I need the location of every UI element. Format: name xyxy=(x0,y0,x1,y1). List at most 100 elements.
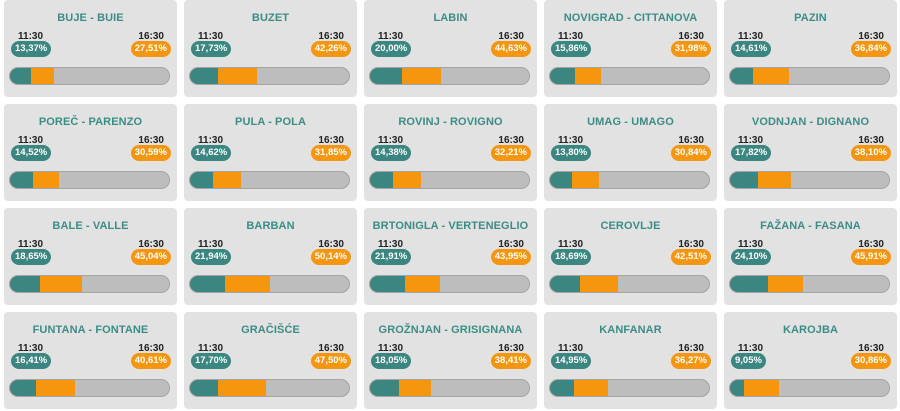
turnout-1130-fill xyxy=(10,276,40,292)
municipality-name: BARBAN xyxy=(246,220,295,232)
turnout-1630-badge: 30,59% xyxy=(130,145,171,161)
turnout-1130-badge: 18,65% xyxy=(11,249,52,265)
municipality-card[interactable]: KANFANAR 11:30 16:30 14,95% 36,27% xyxy=(544,312,717,409)
municipality-card[interactable]: FAŽANA - FASANA 11:30 16:30 24,10% 45,91… xyxy=(724,208,897,305)
turnout-1130-badge: 18,69% xyxy=(551,249,592,265)
municipality-card[interactable]: NOVIGRAD - CITTANOVA 11:30 16:30 15,86% … xyxy=(544,0,717,97)
turnout-1130-badge: 17,73% xyxy=(191,41,232,57)
turnout-1130-fill xyxy=(370,68,402,84)
turnout-1130-badge: 13,37% xyxy=(11,41,52,57)
municipality-name: NOVIGRAD - CITTANOVA xyxy=(563,12,698,24)
turnout-progress-bar xyxy=(369,171,530,189)
time-1130-label: 11:30 xyxy=(738,31,764,42)
turnout-progress-bar xyxy=(9,379,170,397)
turnout-progress-bar xyxy=(369,67,530,85)
time-1630-label: 16:30 xyxy=(678,135,704,146)
municipality-card[interactable]: PULA - POLA 11:30 16:30 14,62% 31,85% xyxy=(184,104,357,201)
municipality-card[interactable]: VODNJAN - DIGNANO 11:30 16:30 17,82% 38,… xyxy=(724,104,897,201)
time-1130-label: 11:30 xyxy=(738,239,764,250)
time-1630-label: 16:30 xyxy=(858,31,884,42)
turnout-1630-badge: 27,51% xyxy=(130,41,171,57)
municipality-card[interactable]: ROVINJ - ROVIGNO 11:30 16:30 14,38% 32,2… xyxy=(364,104,537,201)
turnout-1130-fill xyxy=(190,172,214,188)
turnout-1130-badge: 21,94% xyxy=(191,249,232,265)
municipality-name: KANFANAR xyxy=(599,324,662,336)
turnout-1130-badge: 9,05% xyxy=(731,353,766,369)
time-1130-label: 11:30 xyxy=(18,239,44,250)
turnout-1130-fill xyxy=(370,172,393,188)
municipality-card[interactable]: BUJE - BUIE 11:30 16:30 13,37% 27,51% xyxy=(4,0,177,97)
turnout-1130-badge: 14,61% xyxy=(731,41,772,57)
time-1630-label: 16:30 xyxy=(318,343,344,354)
turnout-1130-fill xyxy=(370,380,399,396)
turnout-1630-badge: 50,14% xyxy=(310,249,351,265)
time-1130-label: 11:30 xyxy=(198,31,224,42)
time-1130-label: 11:30 xyxy=(558,135,584,146)
turnout-1630-badge: 40,61% xyxy=(130,353,171,369)
time-1130-label: 11:30 xyxy=(558,343,584,354)
turnout-progress-bar xyxy=(9,67,170,85)
municipality-card[interactable]: POREČ - PARENZO 11:30 16:30 14,52% 30,59… xyxy=(4,104,177,201)
time-1130-label: 11:30 xyxy=(198,135,224,146)
time-1630-label: 16:30 xyxy=(678,31,704,42)
municipality-name: BUJE - BUIE xyxy=(57,12,124,24)
turnout-progress-bar xyxy=(369,275,530,293)
municipality-card[interactable]: BARBAN 11:30 16:30 21,94% 50,14% xyxy=(184,208,357,305)
turnout-1630-badge: 42,26% xyxy=(310,41,351,57)
municipality-name: FAŽANA - FASANA xyxy=(760,220,861,232)
time-1130-label: 11:30 xyxy=(738,343,764,354)
turnout-progress-bar xyxy=(189,171,350,189)
time-1630-label: 16:30 xyxy=(858,135,884,146)
municipality-card[interactable]: LABIN 11:30 16:30 20,00% 44,63% xyxy=(364,0,537,97)
turnout-1130-fill xyxy=(730,172,759,188)
turnout-1630-badge: 43,95% xyxy=(490,249,531,265)
municipality-card[interactable]: BRTONIGLA - VERTENEGLIO 11:30 16:30 21,9… xyxy=(364,208,537,305)
turnout-progress-bar xyxy=(189,275,350,293)
turnout-1130-fill xyxy=(550,68,576,84)
turnout-progress-bar xyxy=(369,379,530,397)
turnout-1130-fill xyxy=(550,172,572,188)
municipality-card[interactable]: BALE - VALLE 11:30 16:30 18,65% 45,04% xyxy=(4,208,177,305)
turnout-1130-badge: 18,05% xyxy=(371,353,412,369)
turnout-1130-fill xyxy=(10,68,32,84)
turnout-progress-bar xyxy=(729,275,890,293)
time-1130-label: 11:30 xyxy=(198,239,224,250)
time-1130-label: 11:30 xyxy=(558,31,584,42)
turnout-progress-bar xyxy=(729,171,890,189)
municipality-name: GRAČIŠĆE xyxy=(241,324,300,336)
municipality-card[interactable]: CEROVLJE 11:30 16:30 18,69% 42,51% xyxy=(544,208,717,305)
municipality-card[interactable]: GRAČIŠĆE 11:30 16:30 17,70% 47,50% xyxy=(184,312,357,409)
time-1130-label: 11:30 xyxy=(378,135,404,146)
time-1130-label: 11:30 xyxy=(378,31,404,42)
time-1630-label: 16:30 xyxy=(318,31,344,42)
turnout-1130-badge: 17,70% xyxy=(191,353,232,369)
municipality-card[interactable]: BUZET 11:30 16:30 17,73% 42,26% xyxy=(184,0,357,97)
time-1130-label: 11:30 xyxy=(378,239,404,250)
municipality-card[interactable]: UMAG - UMAGO 11:30 16:30 13,80% 30,84% xyxy=(544,104,717,201)
municipality-name: VODNJAN - DIGNANO xyxy=(751,116,870,128)
time-1130-label: 11:30 xyxy=(18,135,44,146)
turnout-1130-fill xyxy=(190,276,225,292)
turnout-1630-badge: 44,63% xyxy=(490,41,531,57)
municipality-card[interactable]: FUNTANA - FONTANE 11:30 16:30 16,41% 40,… xyxy=(4,312,177,409)
turnout-1130-badge: 21,91% xyxy=(371,249,412,265)
municipality-card[interactable]: KAROJBA 11:30 16:30 9,05% 30,86% xyxy=(724,312,897,409)
municipality-name: ROVINJ - ROVIGNO xyxy=(398,116,503,128)
turnout-1130-fill xyxy=(550,380,574,396)
turnout-1630-badge: 31,85% xyxy=(310,145,351,161)
turnout-1630-badge: 31,98% xyxy=(670,41,711,57)
time-1130-label: 11:30 xyxy=(18,343,44,354)
turnout-progress-bar xyxy=(9,171,170,189)
municipality-card[interactable]: GROŽNJAN - GRISIGNANA 11:30 16:30 18,05%… xyxy=(364,312,537,409)
time-1630-label: 16:30 xyxy=(138,31,164,42)
turnout-1630-badge: 36,84% xyxy=(850,41,891,57)
turnout-progress-bar xyxy=(549,379,710,397)
turnout-1130-badge: 15,86% xyxy=(551,41,592,57)
municipality-grid: BUJE - BUIE 11:30 16:30 13,37% 27,51% BU… xyxy=(4,0,897,411)
municipality-name: LABIN xyxy=(433,12,468,24)
turnout-1630-badge: 32,21% xyxy=(490,145,531,161)
time-1630-label: 16:30 xyxy=(138,343,164,354)
municipality-card[interactable]: PAZIN 11:30 16:30 14,61% 36,84% xyxy=(724,0,897,97)
time-1630-label: 16:30 xyxy=(498,31,524,42)
turnout-1130-badge: 14,38% xyxy=(371,145,412,161)
